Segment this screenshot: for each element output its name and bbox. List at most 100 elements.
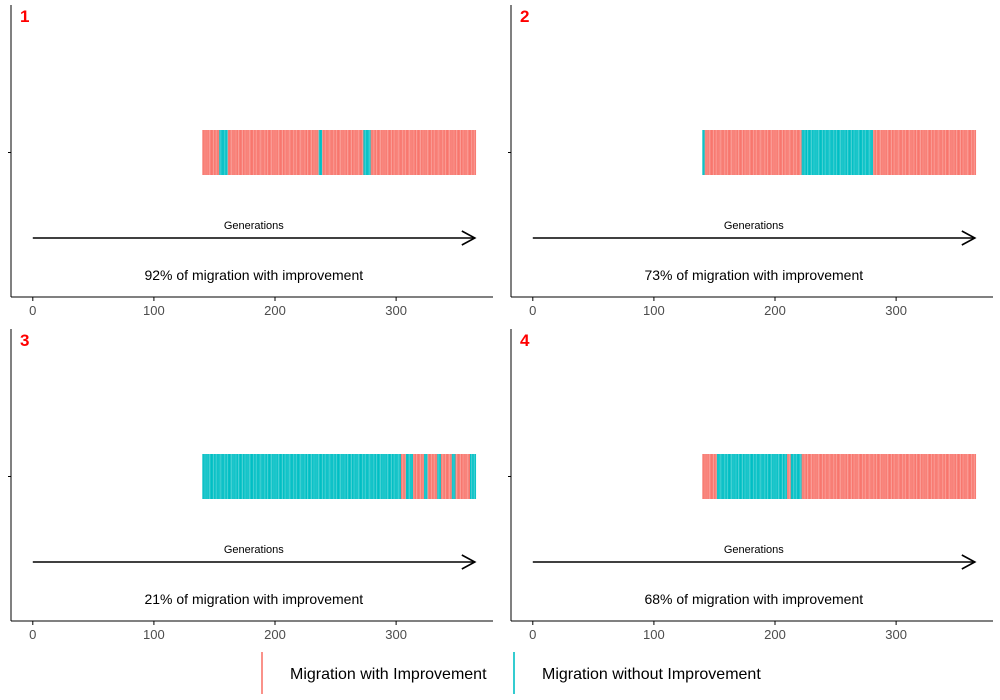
generation-bar-with-improvement — [409, 130, 411, 175]
generation-bar-with-improvement — [974, 130, 977, 175]
generation-bar-with-improvement — [828, 454, 830, 499]
generation-bar-with-improvement — [905, 454, 908, 499]
generation-bar-without-improvement — [756, 454, 759, 499]
generation-bar-with-improvement — [411, 130, 414, 175]
generation-bar-with-improvement — [940, 130, 943, 175]
generation-bar-with-improvement — [377, 130, 380, 175]
generation-bar-without-improvement — [295, 454, 297, 499]
generation-bar-with-improvement — [462, 454, 464, 499]
generation-bar-with-improvement — [851, 454, 853, 499]
generation-bar-without-improvement — [264, 454, 266, 499]
generation-bar-with-improvement — [314, 130, 317, 175]
generation-bar-with-improvement — [814, 454, 817, 499]
generation-bar-with-improvement — [417, 130, 420, 175]
generation-bar-with-improvement — [766, 130, 768, 175]
generation-bar-without-improvement — [382, 454, 385, 499]
generation-bar-with-improvement — [432, 130, 434, 175]
generation-bar-without-improvement — [811, 130, 813, 175]
generation-bar-with-improvement — [391, 130, 393, 175]
generation-bar-without-improvement — [331, 454, 334, 499]
generation-bar-without-improvement — [277, 454, 279, 499]
generation-bar-with-improvement — [703, 454, 705, 499]
generation-bar-with-improvement — [956, 130, 958, 175]
generation-bar-with-improvement — [327, 130, 329, 175]
generation-bar-with-improvement — [960, 130, 962, 175]
generation-bar-with-improvement — [962, 454, 964, 499]
generation-bar-without-improvement — [405, 454, 408, 499]
generation-bar-with-improvement — [428, 454, 431, 499]
generation-bar-with-improvement — [252, 130, 254, 175]
generation-bar-with-improvement — [921, 130, 923, 175]
generation-bar-with-improvement — [442, 130, 444, 175]
generation-bar-with-improvement — [302, 130, 305, 175]
x-tick-label: 100 — [643, 303, 665, 318]
generation-bar-with-improvement — [209, 130, 211, 175]
x-tick-label: 200 — [264, 303, 286, 318]
generation-bar-with-improvement — [874, 454, 876, 499]
generation-bar-without-improvement — [806, 130, 808, 175]
generation-bar-with-improvement — [313, 130, 315, 175]
generation-bar-with-improvement — [430, 454, 432, 499]
generation-bar-without-improvement — [731, 454, 733, 499]
generation-bar-with-improvement — [739, 130, 742, 175]
generation-bar-without-improvement — [265, 454, 267, 499]
generation-bar-with-improvement — [785, 130, 788, 175]
generation-bar-with-improvement — [431, 454, 433, 499]
generation-bar-with-improvement — [875, 454, 877, 499]
generation-bar-with-improvement — [250, 130, 252, 175]
generation-bar-with-improvement — [954, 454, 956, 499]
generation-bar-without-improvement — [778, 454, 780, 499]
generation-bar-with-improvement — [748, 130, 750, 175]
generation-bar-with-improvement — [839, 454, 841, 499]
generation-bar-with-improvement — [715, 130, 717, 175]
generation-bar-with-improvement — [205, 130, 208, 175]
generation-bar-without-improvement — [207, 454, 209, 499]
generation-bar-without-improvement — [243, 454, 245, 499]
generation-bar-with-improvement — [204, 130, 206, 175]
generation-bar-with-improvement — [877, 130, 880, 175]
generation-bar-with-improvement — [799, 130, 801, 175]
generation-bar-with-improvement — [824, 454, 826, 499]
generation-bar-without-improvement — [299, 454, 301, 499]
generation-bar-with-improvement — [718, 130, 720, 175]
generation-bar-without-improvement — [273, 454, 276, 499]
generation-bar-without-improvement — [235, 454, 237, 499]
generation-bar-with-improvement — [392, 130, 394, 175]
generation-bar-without-improvement — [218, 454, 220, 499]
generation-bar-with-improvement — [822, 454, 824, 499]
generation-bar-with-improvement — [950, 454, 952, 499]
generation-bar-with-improvement — [902, 130, 904, 175]
generation-bar-without-improvement — [348, 454, 351, 499]
generation-bar-without-improvement — [328, 454, 330, 499]
generation-bar-without-improvement — [376, 454, 378, 499]
generation-bar-with-improvement — [850, 454, 852, 499]
generation-bar-without-improvement — [213, 454, 215, 499]
generation-bar-with-improvement — [955, 130, 957, 175]
generation-bar-with-improvement — [921, 454, 923, 499]
generation-bar-without-improvement — [727, 454, 729, 499]
generation-bar-with-improvement — [875, 130, 877, 175]
generation-bar-with-improvement — [307, 130, 309, 175]
generation-bar-without-improvement — [810, 130, 812, 175]
generation-bar-without-improvement — [360, 454, 363, 499]
generation-bar-with-improvement — [266, 130, 268, 175]
generation-bar-with-improvement — [754, 130, 756, 175]
generation-bar-without-improvement — [724, 454, 726, 499]
generation-bar-with-improvement — [879, 454, 881, 499]
generation-bar-with-improvement — [922, 130, 924, 175]
generation-bar-without-improvement — [359, 454, 361, 499]
generation-bar-with-improvement — [213, 130, 215, 175]
generation-bar-with-improvement — [393, 130, 395, 175]
generation-bar-without-improvement — [846, 130, 848, 175]
generation-bar-with-improvement — [264, 130, 266, 175]
generation-bar-with-improvement — [436, 130, 438, 175]
generation-bar-with-improvement — [421, 130, 423, 175]
generation-bar-with-improvement — [322, 130, 324, 175]
generation-bar-without-improvement — [814, 130, 817, 175]
generation-bar-with-improvement — [778, 130, 780, 175]
generation-bar-with-improvement — [954, 130, 956, 175]
generation-bar-with-improvement — [419, 130, 421, 175]
generation-bar-with-improvement — [713, 454, 715, 499]
generation-bar-with-improvement — [752, 130, 754, 175]
generation-bar-without-improvement — [865, 130, 868, 175]
